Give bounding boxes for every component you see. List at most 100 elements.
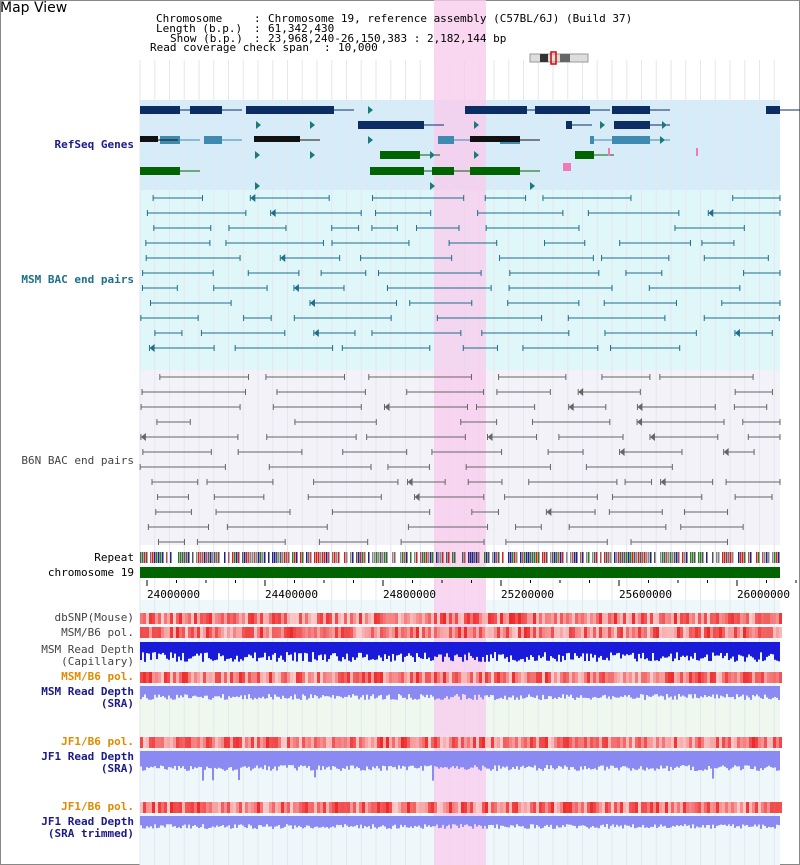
b6n-bac-pair-arrow (140, 433, 146, 441)
msm-depth-cap-bar (746, 642, 748, 658)
msm-b6-pol-cell (296, 627, 299, 638)
msm-depth-cap-bar (662, 642, 664, 657)
jf1-b6-pol-trim-cell (569, 802, 572, 813)
dbsnp-cell (542, 613, 545, 624)
repeat-element (346, 552, 348, 563)
track-label-msm-bac[interactable]: MSM BAC end pairs (21, 273, 134, 286)
jf1-b6-pol-trim-cell (512, 802, 515, 813)
msm-b6-pol-cell (761, 627, 764, 638)
dbsnp-cell (428, 613, 431, 624)
track-label-jf1-b6-pol[interactable]: JF1/B6 pol. (61, 735, 134, 748)
jf1-depth-bar (606, 751, 608, 767)
msm-b6-pol-cell (644, 627, 647, 638)
msm-depth-cap-bar (320, 642, 322, 655)
msm-depth-cap-bar (370, 642, 372, 660)
jf1-depth-trim-bar (330, 816, 332, 828)
msm-depth-sra-bar (560, 686, 562, 698)
jf1-depth-bar (686, 751, 688, 767)
jf1-depth-trim-bar (418, 816, 420, 826)
msm-depth-cap-bar (722, 642, 724, 659)
jf1-depth-bar (712, 751, 714, 779)
jf1-b6-pol-cell (755, 737, 758, 748)
jf1-b6-pol-trim-cell (317, 802, 320, 813)
msm-depth-sra-bar (326, 686, 328, 697)
jf1-depth-trim-bar (424, 816, 426, 825)
msm-depth-cap-bar (734, 642, 736, 662)
msm-depth-cap-bar (164, 642, 166, 655)
msm-b6-pol-sra-cell (305, 672, 308, 683)
msm-b6-pol-cell (434, 627, 437, 638)
msm-depth-sra-bar (320, 686, 322, 698)
msm-b6-pol-cell (251, 627, 254, 638)
msm-b6-pol-sra-cell (632, 672, 635, 683)
track-label-refseq[interactable]: RefSeq Genes (54, 138, 134, 151)
msm-b6-pol-sra-cell (527, 672, 530, 683)
track-label-b6n-bac[interactable]: B6N BAC end pairs (21, 454, 134, 467)
msm-depth-cap-bar (528, 642, 530, 660)
jf1-depth-trim-bar (564, 816, 566, 827)
jf1-b6-pol-cell (692, 737, 695, 748)
msm-depth-sra-bar (650, 686, 652, 697)
gene-strand-arrow (368, 106, 373, 114)
jf1-b6-pol-trim-cell (578, 802, 581, 813)
jf1-b6-pol-cell (563, 737, 566, 748)
jf1-b6-pol-trim-cell (677, 802, 680, 813)
jf1-depth-trim-bar (390, 816, 392, 829)
jf1-depth-bar (760, 751, 762, 769)
jf1-depth-bar (698, 751, 700, 771)
msm-depth-sra-bar (162, 686, 164, 696)
track-label-jf1-depth-trim-1[interactable]: JF1 Read Depth (41, 815, 134, 828)
msm-b6-pol-sra-cell (212, 672, 215, 683)
jf1-depth-bar (610, 751, 612, 766)
msm-depth-sra-bar (158, 686, 160, 695)
jf1-depth-bar (370, 751, 372, 771)
jf1-depth-trim-bar (434, 816, 436, 827)
msm-b6-pol-cell (599, 627, 602, 638)
msm-depth-sra-bar (142, 686, 144, 698)
jf1-b6-pol-trim-cell (449, 802, 452, 813)
repeat-element (438, 552, 440, 563)
msm-bac-pair-arrow (313, 329, 319, 337)
msm-b6-pol-cell (524, 627, 527, 638)
jf1-b6-pol-cell (341, 737, 344, 748)
msm-b6-pol-cell (245, 627, 248, 638)
track-label-dbsnp[interactable]: dbSNP(Mouse) (54, 611, 134, 624)
msm-b6-pol-cell (641, 627, 644, 638)
msm-b6-pol-sra-cell (506, 672, 509, 683)
msm-depth-cap-bar (344, 642, 346, 660)
jf1-depth-trim-bar (172, 816, 174, 827)
msm-b6-pol-sra-cell (725, 672, 728, 683)
jf1-b6-pol-cell (437, 737, 440, 748)
track-label-msm-b6-pol[interactable]: MSM/B6 pol. (61, 626, 134, 639)
jf1-depth-bar (146, 751, 148, 768)
jf1-b6-pol-trim-cell (431, 802, 434, 813)
jf1-b6-pol-cell (545, 737, 548, 748)
track-label-msm-depth-sra-1[interactable]: MSM Read Depth (41, 685, 134, 698)
msm-b6-pol-sra-cell (227, 672, 230, 683)
repeat-element (156, 552, 158, 563)
jf1-depth-bar (376, 751, 378, 766)
jf1-depth-bar (422, 751, 424, 771)
jf1-depth-bar (444, 751, 446, 768)
msm-depth-sra-bar (296, 686, 298, 699)
jf1-b6-pol-cell (212, 737, 215, 748)
track-label-repeat[interactable]: Repeat (94, 551, 134, 564)
track-label-jf1-b6-pol-trim[interactable]: JF1/B6 pol. (61, 800, 134, 813)
track-label-msm-depth-cap-1[interactable]: MSM Read Depth (41, 643, 134, 656)
track-label-msm-b6-pol-sra[interactable]: MSM/B6 pol. (61, 670, 134, 683)
jf1-b6-pol-trim-cell (218, 802, 221, 813)
dbsnp-cell (374, 613, 377, 624)
jf1-b6-pol-trim-cell (623, 802, 626, 813)
msm-depth-cap-bar (268, 642, 270, 657)
dbsnp-cell (656, 613, 659, 624)
track-label-jf1-depth-1[interactable]: JF1 Read Depth (41, 750, 134, 763)
msm-b6-pol-sra-cell (464, 672, 467, 683)
msm-b6-pol-sra-cell (575, 672, 578, 683)
jf1-depth-trim-bar (242, 816, 244, 826)
jf1-depth-bar (316, 751, 318, 770)
msm-b6-pol-cell (728, 627, 731, 638)
jf1-depth-bar (272, 751, 274, 769)
dbsnp-cell (440, 613, 443, 624)
msm-b6-pol-cell (284, 627, 287, 638)
